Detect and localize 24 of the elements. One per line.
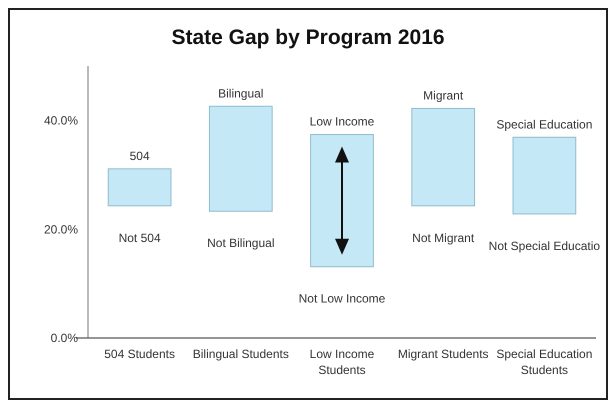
chart-title: State Gap by Program 2016 bbox=[171, 26, 445, 49]
x-tick-label: Low Income Students bbox=[310, 347, 375, 377]
y-tick-label: 0.0% bbox=[50, 331, 78, 346]
bar bbox=[108, 168, 172, 206]
annotation: Not Low Income bbox=[298, 292, 386, 306]
x-tick-label: Migrant Students bbox=[398, 347, 489, 361]
x-tick-label: Bilingual Students bbox=[192, 347, 289, 361]
annotation: Low Income bbox=[310, 114, 375, 129]
y-tick-label: 40.0% bbox=[44, 114, 78, 128]
bar bbox=[208, 106, 273, 212]
bar bbox=[411, 108, 476, 206]
annotation: Special Education bbox=[496, 117, 592, 132]
annotation: Not Special Educatio bbox=[488, 238, 600, 253]
y-tick-label: 20.0% bbox=[44, 222, 78, 236]
annotation: 504 bbox=[130, 148, 150, 163]
annotation: Migrant bbox=[423, 88, 464, 102]
x-tick-label: Special Education Students bbox=[496, 347, 592, 377]
annotation: Not 504 bbox=[118, 230, 161, 245]
bar bbox=[512, 136, 576, 214]
annotation: Not Migrant bbox=[412, 230, 475, 245]
x-tick-label: 504 Students bbox=[104, 347, 175, 361]
annotation: Bilingual bbox=[218, 86, 264, 100]
annotation: Not Bilingual bbox=[207, 236, 274, 250]
bar bbox=[310, 134, 374, 268]
